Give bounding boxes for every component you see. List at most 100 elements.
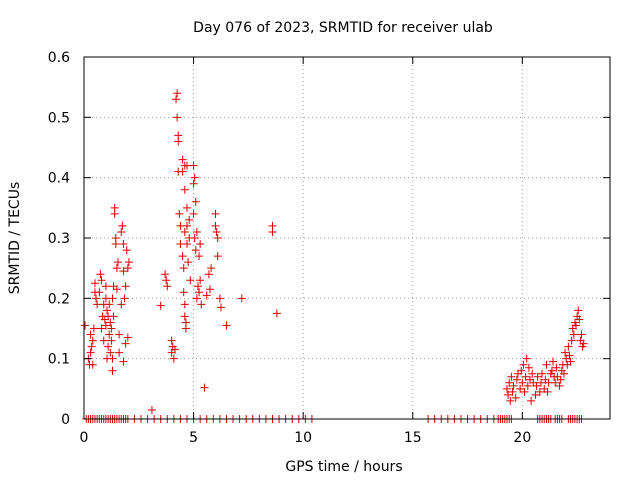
data-point — [521, 372, 530, 381]
data-point — [555, 381, 564, 390]
data-point — [162, 276, 171, 285]
data-point — [156, 301, 165, 310]
data-point — [174, 137, 183, 146]
data-point — [547, 366, 556, 375]
data-point — [167, 336, 176, 345]
data-point — [96, 270, 105, 279]
data-point — [115, 330, 124, 339]
data-point — [213, 234, 222, 242]
data-point — [108, 294, 117, 303]
data-point — [180, 300, 189, 309]
data-point — [105, 300, 114, 309]
data-point — [119, 357, 128, 366]
data-point — [105, 330, 114, 339]
data-point — [118, 221, 127, 230]
data-point — [549, 357, 558, 366]
data-point — [189, 161, 198, 170]
data-point — [120, 294, 129, 303]
data-point — [185, 215, 194, 224]
data-point — [272, 309, 281, 318]
data-point — [212, 227, 221, 236]
data-point — [509, 381, 518, 390]
data-point — [95, 288, 104, 297]
data-point — [191, 246, 200, 255]
data-point — [505, 378, 514, 387]
data-point — [533, 372, 542, 381]
data-point — [97, 276, 106, 285]
data-point — [523, 381, 532, 390]
data-point — [195, 288, 204, 297]
data-point — [189, 209, 198, 218]
data-point — [192, 294, 201, 303]
data-point — [574, 306, 583, 315]
data-point — [115, 348, 124, 357]
data-point — [104, 342, 113, 351]
data-point — [524, 363, 533, 372]
y-tick-label: 0.3 — [48, 231, 70, 247]
data-point — [577, 330, 586, 339]
data-point — [543, 387, 552, 396]
data-point — [117, 300, 126, 309]
data-point — [518, 378, 527, 387]
y-tick-label: 0.1 — [48, 352, 70, 368]
data-point — [106, 348, 115, 357]
data-point — [183, 240, 192, 249]
data-point — [119, 240, 128, 249]
data-point — [204, 270, 213, 279]
y-tick-label: 0.5 — [48, 110, 70, 126]
data-point — [569, 330, 578, 339]
data-point — [101, 321, 110, 330]
data-point — [561, 348, 570, 357]
data-point — [516, 384, 525, 393]
data-point — [163, 282, 172, 291]
data-point — [191, 197, 200, 206]
data-point — [575, 315, 584, 324]
data-point — [195, 252, 204, 261]
y-tick-label: 0.4 — [48, 171, 70, 187]
data-point — [579, 339, 588, 348]
data-point — [196, 240, 205, 249]
data-point — [189, 179, 198, 188]
data-point — [565, 351, 574, 360]
data-point — [178, 252, 187, 261]
data-point — [556, 375, 565, 384]
data-point — [532, 381, 541, 390]
chart-title: Day 076 of 2023, SRMTID for receiver ula… — [193, 20, 493, 36]
data-point — [522, 354, 531, 363]
data-point — [506, 396, 515, 405]
grid-lines — [84, 57, 610, 419]
data-point — [117, 227, 126, 236]
x-axis-label: GPS time / hours — [285, 459, 402, 475]
data-point — [542, 360, 551, 369]
x-tick-label: 0 — [80, 430, 89, 446]
data-point — [180, 227, 189, 236]
x-tick-label: 5 — [189, 430, 198, 446]
data-point — [512, 375, 521, 384]
data-point — [196, 276, 205, 285]
data-point — [88, 336, 97, 345]
data-point — [192, 227, 201, 236]
data-point — [507, 372, 516, 381]
data-point — [109, 312, 118, 321]
data-point — [197, 300, 206, 309]
data-point — [90, 279, 99, 288]
data-point — [112, 285, 121, 294]
data-point — [572, 321, 581, 330]
data-point — [566, 357, 575, 366]
data-point — [108, 354, 117, 363]
data-point — [108, 366, 117, 375]
data-point — [538, 369, 547, 378]
data-point — [122, 246, 131, 255]
data-point — [268, 227, 277, 236]
data-point — [502, 384, 511, 393]
data-point — [123, 333, 132, 342]
data-point — [147, 405, 156, 414]
data-point — [173, 89, 182, 98]
data-point — [107, 336, 116, 345]
data-point — [175, 209, 184, 218]
data-point — [186, 276, 195, 285]
data-point — [173, 113, 182, 122]
data-point — [222, 321, 231, 330]
data-point — [161, 270, 170, 279]
